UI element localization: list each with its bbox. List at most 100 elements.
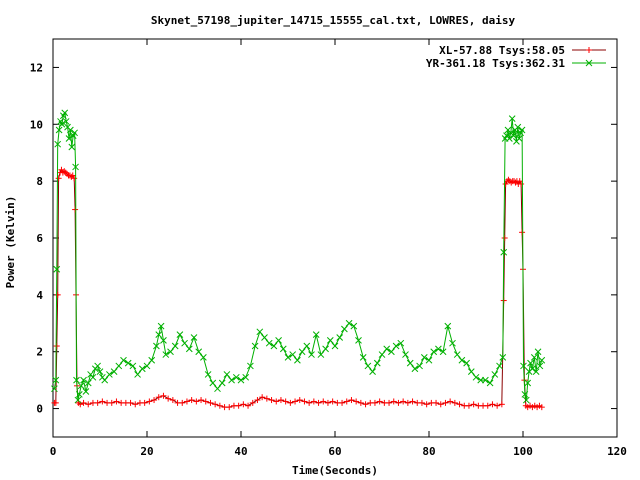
data-point: [522, 396, 530, 404]
data-point: [62, 118, 70, 125]
data-point: [237, 376, 245, 384]
data-point: [223, 371, 231, 378]
data-point: [254, 397, 261, 404]
data-point: [165, 395, 172, 402]
data-point: [110, 368, 118, 375]
data-point: [489, 401, 496, 408]
series-1: [51, 109, 546, 404]
data-point: [284, 354, 292, 361]
x-tick-label: 40: [234, 445, 247, 458]
data-point: [141, 399, 148, 406]
data-point: [339, 399, 346, 406]
data-point: [433, 399, 440, 406]
data-point: [193, 398, 200, 405]
data-point: [317, 351, 325, 358]
data-point: [160, 336, 167, 344]
data-point: [287, 399, 294, 406]
data-point: [143, 362, 151, 370]
data-point: [214, 385, 221, 393]
data-point: [435, 345, 442, 353]
data-point: [404, 399, 411, 406]
legend-marker: [586, 47, 592, 53]
x-axis-label: Time(Seconds): [292, 464, 378, 477]
data-point: [77, 382, 85, 390]
data-point: [58, 120, 66, 128]
data-point: [62, 169, 69, 176]
data-point: [294, 356, 301, 364]
data-point: [169, 397, 176, 404]
data-point: [200, 354, 207, 361]
data-point: [420, 354, 428, 361]
data-point: [371, 399, 378, 406]
data-point: [520, 362, 527, 370]
data-point: [451, 399, 458, 406]
data-point: [324, 399, 331, 406]
data-point: [322, 345, 329, 353]
data-point: [69, 172, 76, 179]
data-point: [388, 348, 395, 356]
data-point: [470, 401, 477, 408]
data-point: [80, 399, 87, 406]
data-point: [458, 356, 466, 364]
data-point: [353, 398, 360, 405]
y-tick-label: 6: [36, 232, 43, 245]
data-point: [449, 339, 456, 347]
data-point: [310, 398, 317, 405]
data-point: [453, 351, 461, 358]
data-point: [502, 180, 509, 187]
data-point: [94, 362, 102, 370]
y-tick-label: 0: [36, 403, 43, 416]
data-point: [265, 339, 273, 347]
data-point: [216, 402, 223, 409]
data-point: [54, 291, 61, 298]
x-tick-label: 120: [607, 445, 627, 458]
data-point: [442, 399, 449, 406]
data-point: [171, 342, 179, 350]
data-point: [99, 398, 106, 405]
data-point: [275, 336, 282, 344]
data-point: [277, 397, 284, 404]
data-point: [515, 135, 523, 142]
data-point: [392, 342, 400, 350]
data-point: [256, 328, 264, 336]
data-point: [129, 362, 137, 370]
data-point: [148, 356, 156, 364]
data-point: [124, 359, 132, 367]
y-axis: 0 2 4 6 8 10 12: [30, 61, 617, 416]
data-point: [51, 385, 58, 393]
data-point: [247, 362, 254, 370]
data-point: [355, 336, 362, 344]
data-point: [530, 354, 538, 361]
data-point: [195, 348, 203, 356]
data-point: [71, 175, 78, 182]
data-point: [261, 334, 268, 341]
data-point: [73, 376, 80, 384]
data-point: [55, 175, 62, 182]
data-point: [465, 402, 472, 409]
data-point: [529, 365, 536, 373]
data-point: [160, 392, 167, 399]
data-point: [89, 373, 97, 381]
data-point: [232, 373, 240, 381]
data-point: [491, 371, 499, 378]
data-point: [400, 398, 407, 405]
data-point: [482, 376, 489, 384]
data-point: [61, 109, 69, 117]
data-point: [472, 373, 480, 381]
data-point: [245, 402, 252, 409]
y-axis-label: Power (Kelvin): [4, 196, 17, 289]
data-point: [357, 399, 364, 406]
data-point: [242, 373, 250, 381]
data-point: [198, 397, 205, 404]
plot-frame: [52, 38, 618, 438]
plot-border: [52, 38, 618, 438]
data-point: [514, 123, 522, 131]
data-point: [207, 399, 214, 406]
data-point: [329, 398, 336, 405]
data-point: [188, 397, 195, 404]
data-point: [364, 362, 372, 370]
data-point: [437, 401, 444, 408]
data-point: [527, 359, 534, 367]
data-point: [386, 399, 393, 406]
